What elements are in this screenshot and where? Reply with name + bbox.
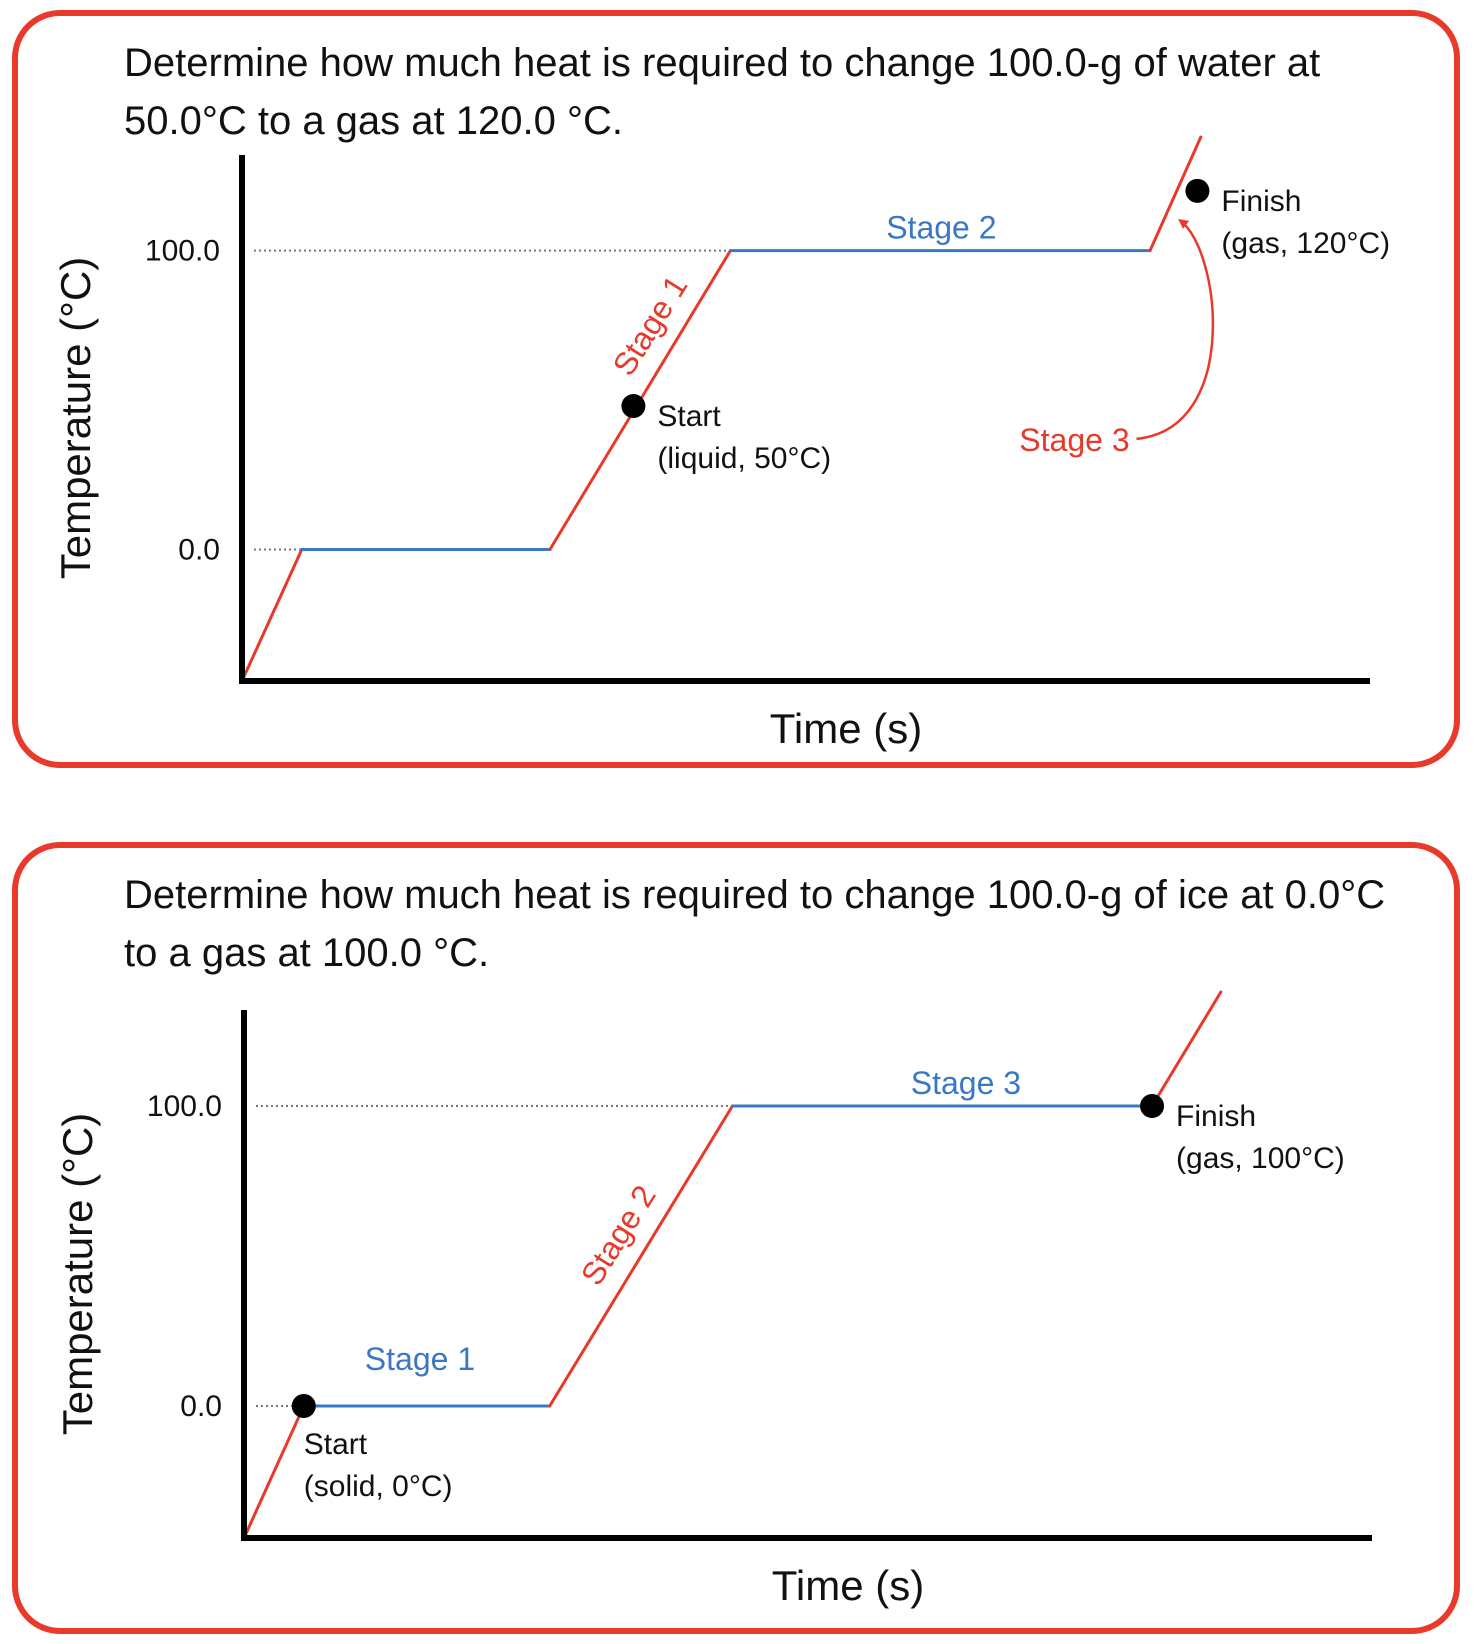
start-marker [291,1394,316,1418]
y-tick-label: 0.0 [178,534,220,567]
heating-segment [1150,990,1223,1108]
stage-label: Stage 1 [365,1341,475,1377]
stage-arrow [1136,218,1215,441]
heating-segment [548,1104,734,1408]
stage-label: Stage 3 [911,1065,1021,1101]
heating-segment [240,548,304,683]
start-state-label: (solid, 0°C) [304,1470,453,1503]
finish-state-label: (gas, 120°C) [1221,227,1390,260]
start-label: Start [657,400,721,433]
problem-panel-1: Determine how much heat is required to c… [12,10,1460,768]
heating-segment [1148,135,1203,253]
y-tick-label: 100.0 [147,1090,222,1123]
y-tick-label: 0.0 [180,1390,222,1423]
finish-marker [1185,178,1210,203]
x-axis-title: Time (s) [772,1562,924,1609]
stage-label: Stage 2 [574,1179,663,1292]
stage-label: Stage 1 [606,269,695,382]
heating-segment [242,1404,306,1540]
y-axis-title: Temperature (°C) [54,1113,101,1436]
question-text: Determine how much heat is required to c… [124,41,1321,143]
finish-marker [1140,1094,1165,1118]
problem-panel-2: Determine how much heat is required to c… [12,842,1460,1634]
stage-label: Stage 2 [886,210,996,246]
start-state-label: (liquid, 50°C) [657,442,831,475]
start-marker [621,394,646,419]
finish-label: Finish [1221,185,1301,218]
finish-state-label: (gas, 100°C) [1176,1142,1345,1175]
question-text: Determine how much heat is required to c… [124,873,1386,975]
y-axis-title: Temperature (°C) [52,257,99,580]
y-tick-label: 100.0 [145,235,220,268]
stage-label: Stage 3 [1019,422,1129,458]
x-axis-title: Time (s) [770,705,922,752]
finish-label: Finish [1176,1100,1256,1133]
start-label: Start [304,1428,368,1461]
